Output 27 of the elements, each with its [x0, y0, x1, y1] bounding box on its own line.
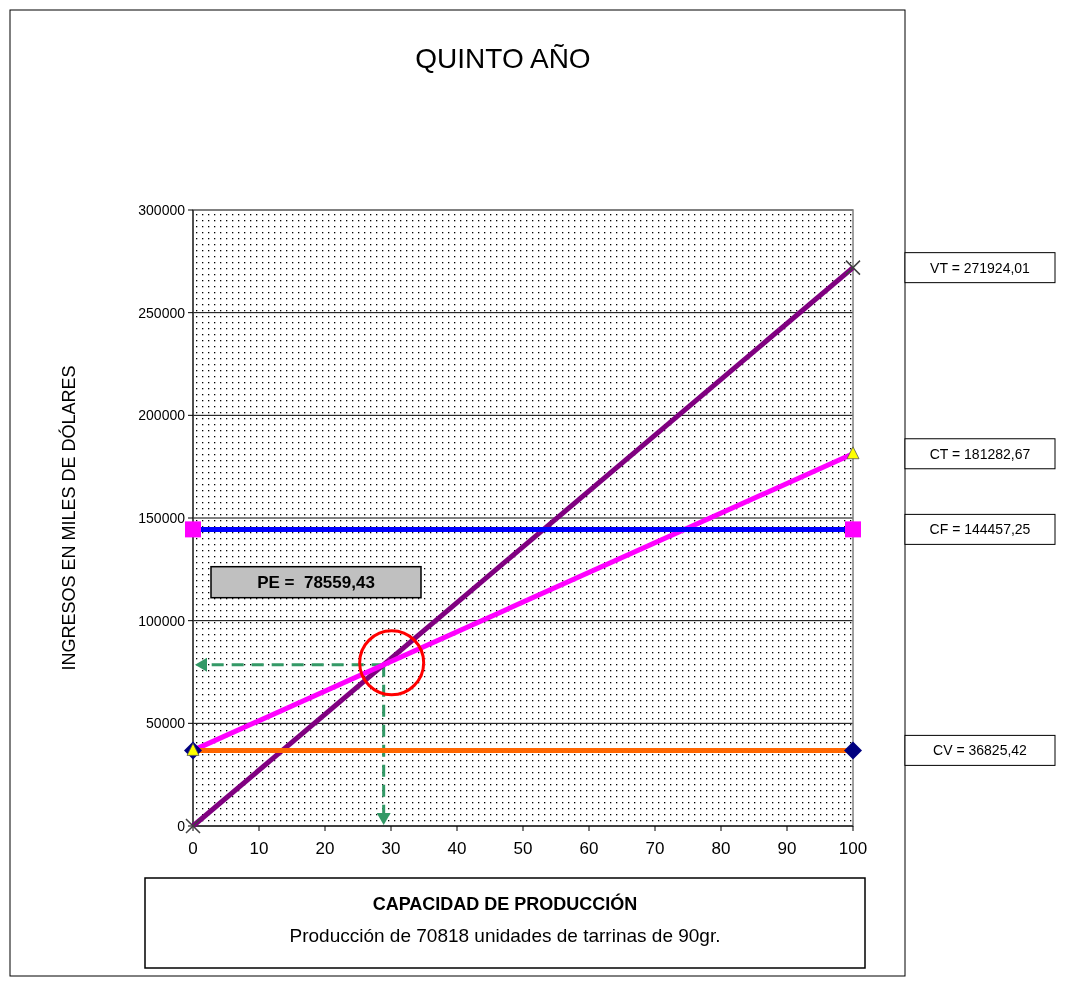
x-tick-label: 60	[579, 839, 599, 858]
x-tick-label: 10	[249, 839, 269, 858]
y-tick-label: 0	[177, 817, 186, 834]
y-axis-title: INGRESOS EN MILES DE DÓLARES	[58, 365, 79, 671]
x-tick-label: 20	[315, 839, 335, 858]
x-axis-title: CAPACIDAD DE PRODUCCIÓN	[372, 893, 638, 914]
y-tick-label: 300000	[138, 201, 186, 218]
text: CF = 144457,25	[929, 521, 1031, 538]
x-tick-label: 90	[777, 839, 797, 858]
x-tick-label: 50	[513, 839, 533, 858]
chart-title: QUINTO AÑO	[415, 43, 591, 74]
text: CV = 36825,42	[933, 742, 1028, 759]
text: CT = 181282,67	[929, 445, 1031, 462]
text: Producción de 70818 unidades de tarrinas de 90gr.	[289, 925, 721, 946]
text: VT = 271924,01	[930, 259, 1031, 276]
y-tick-label: 100000	[138, 612, 186, 629]
x-tick-label: 100	[838, 839, 868, 858]
y-tick-label: 250000	[138, 304, 186, 321]
x-tick-label: 70	[645, 839, 665, 858]
y-tick-label: 50000	[146, 715, 186, 732]
x-tick-label: 40	[447, 839, 467, 858]
y-tick-label: 200000	[138, 407, 186, 424]
x-tick-label: 30	[381, 839, 401, 858]
y-tick-label: 150000	[138, 509, 186, 526]
x-tick-label: 80	[711, 839, 731, 858]
annotation: PE = 78559,43	[257, 572, 375, 592]
x-tick-label: 0	[188, 839, 198, 858]
